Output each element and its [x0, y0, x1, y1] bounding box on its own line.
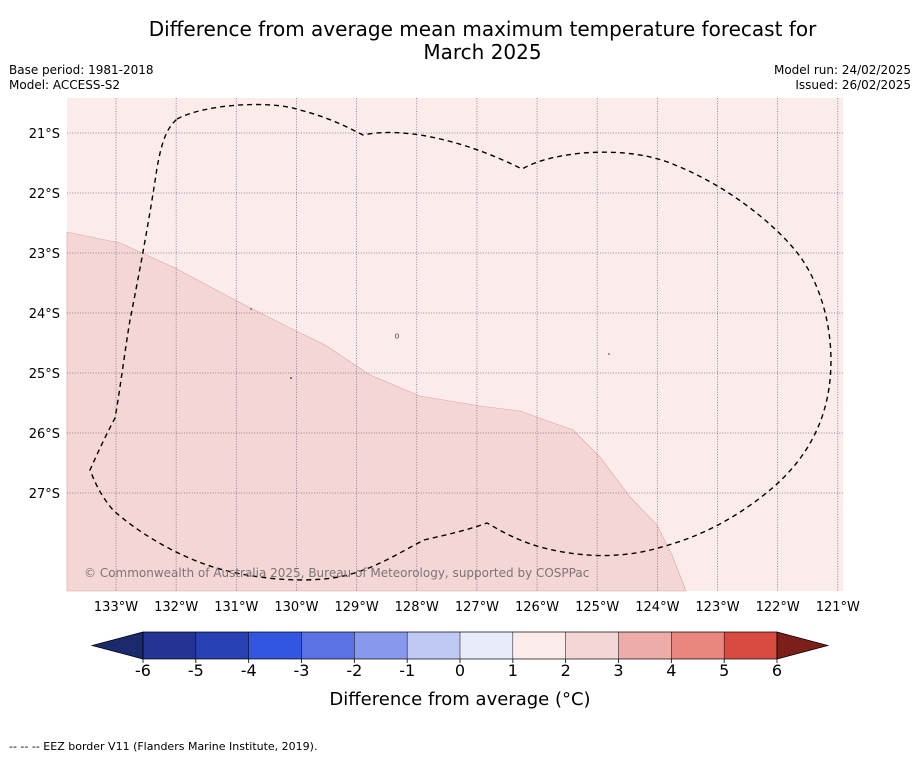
colorbar-segment — [565, 632, 619, 659]
colorbar-tick-label: 5 — [719, 661, 729, 680]
lon-label: 127°W — [455, 600, 499, 615]
lon-label: 122°W — [756, 600, 800, 615]
colorbar-tick-label: -1 — [399, 661, 415, 680]
lon-label: 126°W — [515, 600, 559, 615]
anomaly-region-1-2 — [66, 231, 687, 592]
lat-label: 22°S — [29, 187, 60, 202]
base-period: Base period: 1981-2018 — [9, 63, 154, 77]
longitude-labels: 133°W 132°W 131°W 130°W 129°W 128°W 127°W 126°W… — [94, 600, 860, 615]
lon-label: 133°W — [94, 600, 138, 615]
colorbar-low-extension — [90, 631, 144, 660]
eez-legend-note: -- -- -- EEZ border V11 (Flanders Marine… — [9, 740, 318, 753]
lat-label: 21°S — [29, 127, 60, 142]
island-speck — [608, 353, 610, 355]
lon-label: 124°W — [635, 600, 679, 615]
colorbar-segment — [460, 632, 514, 659]
colorbar-tick-label: -2 — [346, 661, 362, 680]
colorbar-segment — [512, 632, 567, 659]
colorbar-segment — [143, 632, 197, 659]
colorbar-tick-label: -6 — [135, 661, 151, 680]
model-run: Model run: 24/02/2025 — [773, 63, 911, 77]
island-speck — [290, 377, 292, 379]
colorbar-segment — [354, 632, 408, 659]
lon-label: 132°W — [154, 600, 198, 615]
copyright-watermark: © Commonwealth of Australia 2025, Bureau… — [84, 566, 589, 580]
island-speck — [250, 308, 252, 310]
colorbar-tick-label: 1 — [508, 661, 518, 680]
lon-label: 123°W — [695, 600, 739, 615]
title-line-2: March 2025 — [423, 40, 542, 64]
lat-label: 25°S — [29, 367, 60, 382]
colorbar-segment — [301, 632, 355, 659]
lat-label: 23°S — [29, 247, 60, 262]
colorbar-segment — [724, 632, 778, 659]
lon-label: 131°W — [214, 600, 258, 615]
colorbar-segment — [195, 632, 250, 659]
forecast-map: 21°S22°S23°S24°S25°S26°S27°S 133°W 132°W 1… — [29, 98, 860, 710]
colorbar-tick-label: 0 — [455, 661, 465, 680]
model-name: Model: ACCESS-S2 — [9, 78, 121, 92]
colorbar-tick-labels: -6 -5 -4 -3 -2 -1 0 1 2 3 4 5 6 — [135, 659, 782, 680]
colorbar-tick-label: 6 — [772, 661, 782, 680]
colorbar-tick-label: 3 — [613, 661, 623, 680]
lon-label: 130°W — [274, 600, 318, 615]
lat-label: 26°S — [29, 427, 60, 442]
graticule — [67, 98, 843, 591]
lon-label: 128°W — [395, 600, 439, 615]
issued-date: Issued: 26/02/2025 — [795, 78, 911, 92]
colorbar-tick-label: -4 — [241, 661, 257, 680]
colorbar-high-extension — [776, 631, 830, 660]
lon-label: 121°W — [816, 600, 860, 615]
meta-right: Model run: 24/02/2025 Issued: 26/02/2025 — [774, 63, 911, 93]
colorbar-segment — [618, 632, 672, 659]
colorbar-tick-label: 4 — [666, 661, 676, 680]
eez-border — [89, 103, 832, 581]
lon-label: 125°W — [575, 600, 619, 615]
colorbar-tick-label: 2 — [561, 661, 571, 680]
title-line-1: Difference from average mean maximum tem… — [148, 17, 817, 41]
island-speck — [395, 333, 399, 339]
colorbar-tick-label: -3 — [294, 661, 310, 680]
meta-left: Base period: 1981-2018 Model: ACCESS-S2 — [9, 63, 154, 93]
colorbar-tick-label: -5 — [188, 661, 204, 680]
lat-label: 24°S — [29, 307, 60, 322]
lon-label: 129°W — [335, 600, 379, 615]
map-title: Difference from average mean maximum tem… — [60, 18, 905, 64]
colorbar-segment — [407, 632, 461, 659]
latitude-labels: 21°S 22°S 23°S 24°S 25°S 26°S 27°S — [29, 127, 60, 502]
colorbar-segment — [248, 632, 302, 659]
colorbar-label: Difference from average (°C) — [329, 689, 590, 710]
lat-label: 27°S — [29, 487, 60, 502]
colorbar — [90, 631, 830, 660]
colorbar-segment — [671, 632, 725, 659]
